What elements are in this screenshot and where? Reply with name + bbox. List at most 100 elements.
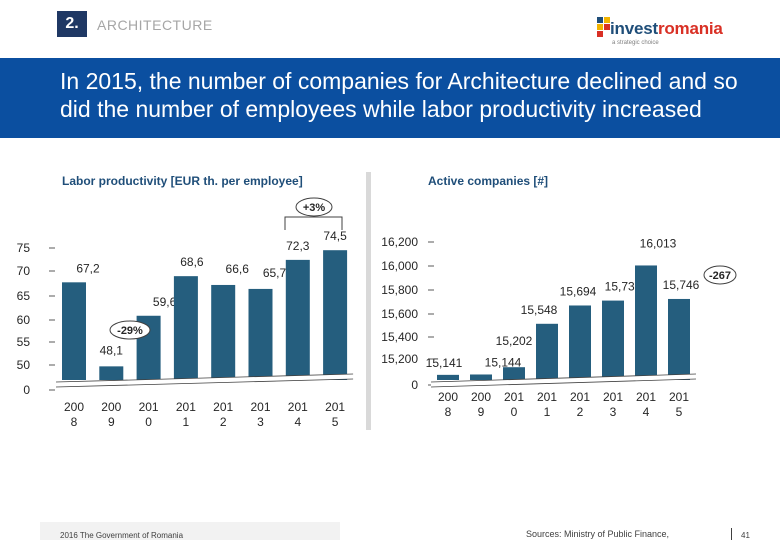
y-tick-label: 70	[17, 264, 31, 278]
axis-break-band	[431, 374, 696, 387]
data-label: 65,7	[263, 266, 287, 280]
x-tick-label: 8	[71, 415, 78, 429]
data-label: 16,013	[640, 236, 677, 250]
axis-break-line	[55, 373, 354, 383]
bar-2009	[99, 366, 124, 380]
logo-word-end: romania	[657, 19, 723, 38]
logo-word-start: invest	[610, 19, 658, 38]
data-label: 15,548	[521, 303, 558, 317]
bar-2013	[602, 300, 624, 380]
data-label: 72,3	[286, 239, 310, 253]
x-tick-label: 201	[669, 390, 689, 404]
section-name: ARCHITECTURE	[97, 17, 213, 33]
x-tick-label: 3	[610, 405, 617, 419]
x-tick-label: 200	[438, 390, 458, 404]
page-number: 41	[741, 531, 750, 540]
axis-break-band	[56, 374, 354, 387]
x-tick-label: 4	[643, 405, 650, 419]
x-tick-label: 200	[471, 390, 491, 404]
chart-title-companies: Active companies [#]	[428, 174, 549, 188]
x-tick-label: 200	[101, 400, 121, 414]
data-label: 15,746	[663, 278, 700, 292]
bar-2008	[62, 282, 86, 380]
bar-2011	[173, 276, 198, 380]
y-tick-label: 60	[17, 313, 31, 327]
data-label: 68,6	[180, 255, 204, 269]
x-tick-label: 201	[250, 400, 270, 414]
x-tick-label: 201	[139, 400, 159, 414]
section-number: 2.	[57, 11, 87, 37]
y-tick-label: 65	[17, 289, 31, 303]
bar-2008	[437, 374, 459, 380]
title-banner: In 2015, the number of companies for Arc…	[0, 58, 780, 138]
y-tick-label: 16,200	[381, 235, 418, 249]
footer-copyright: 2016 The Government of Romania	[60, 531, 184, 540]
x-tick-label: 3	[257, 415, 264, 429]
x-tick-label: 4	[294, 415, 301, 429]
bar-2012	[569, 305, 591, 380]
axis-break-line	[430, 378, 697, 388]
annotation-ellipse	[703, 265, 737, 285]
x-tick-label: 9	[478, 405, 485, 419]
logo-wordmark: investromania	[610, 19, 723, 39]
y-tick-label: 0	[411, 378, 418, 392]
x-tick-label: 201	[570, 390, 590, 404]
annotation-ellipse	[109, 320, 151, 340]
bar-2010	[503, 367, 525, 380]
x-tick-label: 8	[445, 405, 452, 419]
bar-2014	[285, 259, 310, 380]
logo-tagline: a strategic choice	[612, 40, 659, 46]
data-label: 66,6	[226, 262, 250, 276]
page-separator	[731, 528, 732, 540]
y-tick-label: 15,600	[381, 307, 418, 321]
data-label: 74,5	[323, 229, 347, 243]
x-tick-label: 0	[145, 415, 152, 429]
x-tick-label: 201	[288, 400, 308, 414]
data-label: 15,141	[426, 356, 463, 370]
bar-2015	[323, 250, 348, 380]
bar-2013	[248, 288, 273, 380]
x-tick-label: 2	[220, 415, 227, 429]
data-label: 59,6	[153, 295, 177, 309]
x-tick-label: 5	[676, 405, 683, 419]
x-tick-label: 201	[176, 400, 196, 414]
investromania-logo: investromania a strategic choice	[596, 14, 746, 50]
x-tick-label: 9	[108, 415, 115, 429]
x-tick-label: 201	[537, 390, 557, 404]
x-tick-label: 1	[544, 405, 551, 419]
footer-sources: Sources: Ministry of Public Finance,	[526, 529, 670, 539]
data-label: 67,2	[76, 261, 100, 275]
y-tick-label: 55	[17, 335, 31, 349]
data-label: 15,694	[560, 284, 597, 298]
axis-break-line	[430, 373, 697, 383]
x-tick-label: 0	[511, 405, 518, 419]
y-tick-label: 75	[17, 241, 31, 255]
y-tick-label: 0	[23, 383, 30, 397]
x-tick-label: 201	[325, 400, 345, 414]
annotation-label: -29%	[117, 325, 143, 337]
x-tick-label: 201	[504, 390, 524, 404]
x-tick-label: 5	[332, 415, 339, 429]
y-tick-label: 15,800	[381, 283, 418, 297]
bar-2012	[211, 284, 236, 380]
annotation-label: -267	[709, 270, 731, 282]
x-tick-label: 2	[577, 405, 584, 419]
data-label: 15,733	[605, 280, 642, 294]
y-tick-label: 16,000	[381, 259, 418, 273]
chart-title-productivity: Labor productivity [EUR th. per employee…	[62, 174, 303, 188]
bar-2015	[668, 298, 690, 380]
x-tick-label: 201	[636, 390, 656, 404]
page-title: In 2015, the number of companies for Arc…	[60, 68, 738, 122]
annotation-label: +3%	[303, 202, 326, 214]
footer-bar	[40, 522, 340, 540]
annotation-ellipse	[295, 197, 333, 217]
x-tick-label: 1	[183, 415, 190, 429]
y-tick-label: 15,400	[381, 330, 418, 344]
bar-2011	[536, 323, 558, 380]
bar-2014	[635, 265, 657, 380]
logo-mark-icon	[597, 17, 610, 37]
chart-divider	[366, 172, 371, 430]
y-tick-label: 15,200	[381, 352, 418, 366]
y-tick-label: 50	[17, 358, 31, 372]
